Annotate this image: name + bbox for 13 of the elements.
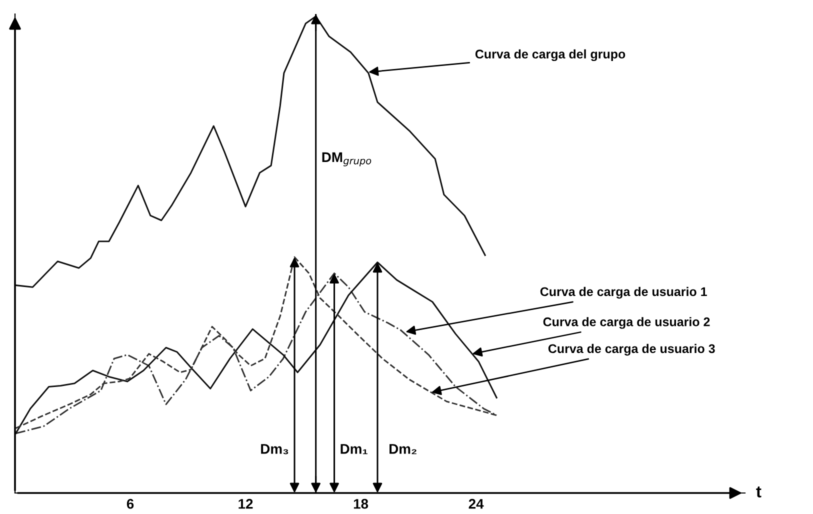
annotation: Curva de carga de usuario 2 xyxy=(543,317,710,329)
annotation: Curva de carga de usuario 3 xyxy=(548,344,715,356)
x-tick-label: 24 xyxy=(468,498,484,509)
annotation: Dm₃ xyxy=(261,444,288,454)
annotation: DM$_{grupo}$ xyxy=(322,152,372,166)
annotation: Dm₁ xyxy=(340,444,368,454)
x-tick-label: 12 xyxy=(238,498,253,509)
annotation: Curva de carga de usuario 1 xyxy=(540,286,707,299)
x-tick-label: 18 xyxy=(354,498,368,509)
annotation: Curva de carga del grupo xyxy=(475,49,626,62)
annotation: Dm₂ xyxy=(390,444,416,454)
x-axis-title: t xyxy=(756,486,762,498)
x-tick-label: 6 xyxy=(126,498,134,509)
